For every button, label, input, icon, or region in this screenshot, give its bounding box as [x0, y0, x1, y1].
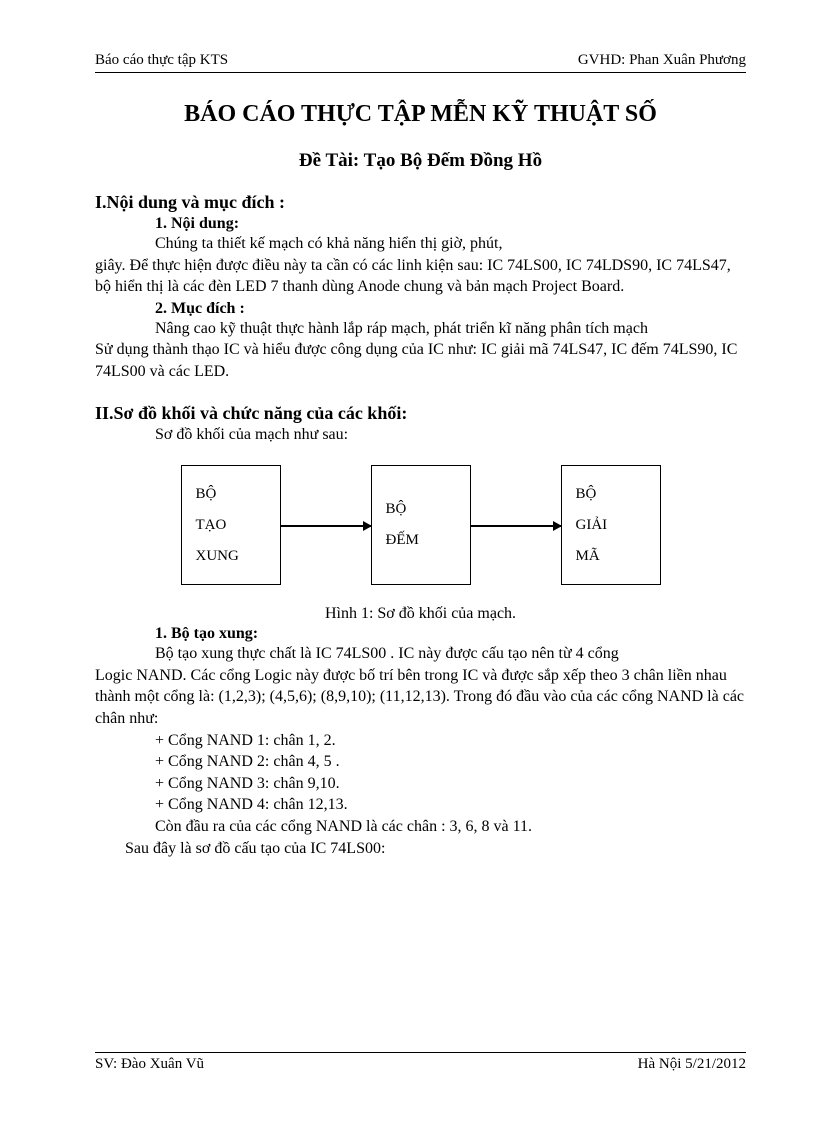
block3-line3: MÃ [576, 548, 600, 565]
footer-right: Hà Nội 5/21/2012 [638, 1056, 746, 1073]
block1-line3: XUNG [196, 548, 239, 565]
block2-line1: BỘ [386, 501, 407, 518]
doc-subtitle: Đề Tài: Tạo Bộ Đếm Đồng Hồ [95, 150, 746, 172]
section-2-p2: Logic NAND. Các cổng Logic này được bố t… [95, 665, 746, 730]
header-right: GVHD: Phan Xuân Phương [578, 52, 746, 69]
section-1-1-p1: Chúng ta thiết kế mạch có khả năng hiển … [155, 233, 746, 255]
section-1-1-heading: 1. Nội dung: [155, 215, 746, 233]
header-rule [95, 72, 746, 73]
section-1-1-p2: giây. Để thực hiện được điều này ta cần … [95, 255, 746, 298]
arrow-1 [281, 525, 371, 527]
arrow-2 [471, 525, 561, 527]
page-footer: SV: Đào Xuân Vũ Hà Nội 5/21/2012 [95, 1050, 746, 1073]
nand-1: + Cổng NAND 1: chân 1, 2. [155, 730, 746, 752]
block-counter: BỘ ĐẾM [371, 465, 471, 585]
figure-1-caption: Hình 1: Sơ đồ khối của mạch. [95, 605, 746, 623]
nand-4: + Cổng NAND 4: chân 12,13. [155, 794, 746, 816]
block-diagram: BỘ TẠO XUNG BỘ ĐẾM BỘ GIẢI MÃ [181, 465, 661, 595]
block2-line2: ĐẾM [386, 532, 419, 549]
section-2-p4: Sau đây là sơ đồ cấu tạo của IC 74LS00: [125, 838, 746, 860]
section-1-2-heading: 2. Mục đích : [155, 300, 746, 318]
footer-left: SV: Đào Xuân Vũ [95, 1056, 204, 1073]
section-1-heading: I.Nội dung và mục đích : [95, 192, 746, 213]
section-2-p3: Còn đầu ra của các cổng NAND là các chân… [155, 816, 746, 838]
block-pulse-gen: BỘ TẠO XUNG [181, 465, 281, 585]
section-1-2-p1: Nâng cao kỹ thuật thực hành lắp ráp mạch… [155, 318, 746, 340]
doc-title: BÁO CÁO THỰC TẬP MỄN KỸ THUẬT SỐ [95, 101, 746, 128]
block3-line2: GIẢI [576, 517, 608, 534]
section-2-p1: Bộ tạo xung thực chất là IC 74LS00 . IC … [155, 643, 746, 665]
nand-3: + Cổng NAND 3: chân 9,10. [155, 773, 746, 795]
section-1-2-p2: Sử dụng thành thạo IC và hiểu được công … [95, 339, 746, 382]
section-2-1-heading: 1. Bộ tạo xung: [155, 625, 746, 643]
page-header: Báo cáo thực tập KTS GVHD: Phan Xuân Phư… [95, 52, 746, 72]
block3-line1: BỘ [576, 486, 597, 503]
block-decoder: BỘ GIẢI MÃ [561, 465, 661, 585]
nand-2: + Cổng NAND 2: chân 4, 5 . [155, 751, 746, 773]
block1-line2: TẠO [196, 517, 227, 534]
block1-line1: BỘ [196, 486, 217, 503]
section-2-heading: II.Sơ đồ khối và chức năng của các khối: [95, 403, 746, 424]
header-left: Báo cáo thực tập KTS [95, 52, 228, 69]
section-2-intro: Sơ đồ khối của mạch như sau: [155, 424, 746, 446]
